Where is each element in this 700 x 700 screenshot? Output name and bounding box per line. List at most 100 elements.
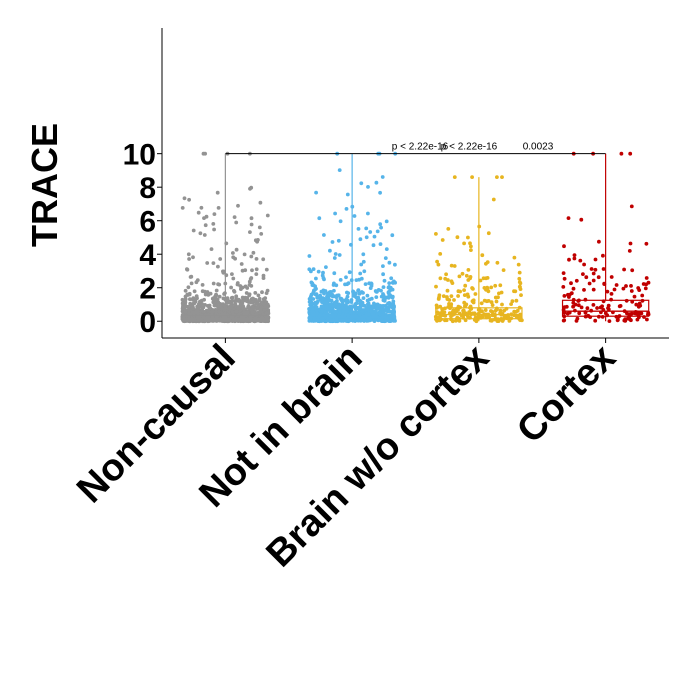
data-point bbox=[361, 296, 366, 300]
data-point bbox=[562, 276, 567, 281]
data-point bbox=[186, 285, 191, 290]
data-point bbox=[587, 281, 592, 286]
data-point bbox=[235, 314, 240, 318]
data-point bbox=[381, 285, 386, 289]
data-point bbox=[361, 291, 365, 295]
data-point bbox=[187, 308, 191, 313]
data-point bbox=[562, 294, 567, 298]
jitter-points bbox=[180, 151, 651, 324]
data-point bbox=[579, 305, 584, 310]
data-point bbox=[628, 151, 633, 156]
data-point bbox=[364, 226, 369, 231]
data-point bbox=[387, 293, 392, 298]
data-point bbox=[240, 295, 245, 300]
data-point bbox=[232, 215, 237, 220]
data-point bbox=[512, 309, 517, 314]
box-non-causal bbox=[181, 153, 270, 322]
data-point bbox=[261, 257, 266, 262]
data-point bbox=[582, 288, 586, 292]
data-point bbox=[593, 267, 598, 272]
data-point bbox=[344, 298, 348, 303]
data-point bbox=[353, 307, 358, 311]
data-point bbox=[438, 252, 443, 256]
data-point bbox=[470, 175, 474, 180]
data-point bbox=[196, 210, 201, 215]
data-point bbox=[444, 272, 448, 277]
data-point bbox=[595, 306, 599, 310]
data-point bbox=[234, 294, 239, 299]
data-point bbox=[354, 301, 359, 306]
data-point bbox=[359, 262, 364, 267]
data-point bbox=[192, 289, 197, 294]
data-point bbox=[227, 306, 232, 311]
data-point bbox=[446, 227, 451, 231]
data-point bbox=[229, 285, 234, 290]
data-point bbox=[180, 297, 185, 302]
data-point bbox=[384, 247, 389, 252]
data-point bbox=[379, 225, 383, 230]
p-value-label: p < 2.22e-16 bbox=[441, 142, 498, 153]
data-point bbox=[195, 310, 200, 315]
data-point bbox=[378, 222, 383, 227]
data-point bbox=[374, 295, 379, 299]
data-point bbox=[517, 276, 522, 281]
data-point bbox=[345, 307, 349, 312]
data-point bbox=[345, 294, 350, 299]
data-point bbox=[455, 235, 460, 240]
data-point bbox=[597, 239, 601, 244]
box-iqr bbox=[561, 299, 650, 317]
data-point bbox=[565, 311, 570, 316]
data-point bbox=[328, 304, 333, 308]
data-point bbox=[319, 304, 324, 309]
x-tick-label: Brain w/o cortex bbox=[258, 337, 497, 576]
data-point bbox=[485, 285, 490, 290]
data-point bbox=[331, 309, 336, 314]
data-point bbox=[381, 264, 385, 268]
data-point bbox=[332, 281, 336, 286]
data-point bbox=[183, 297, 188, 302]
data-point bbox=[480, 253, 485, 258]
data-point bbox=[582, 262, 586, 267]
data-point bbox=[640, 293, 645, 298]
data-point bbox=[380, 175, 385, 179]
data-point bbox=[468, 241, 472, 246]
data-point bbox=[239, 287, 243, 291]
data-point bbox=[435, 259, 439, 264]
data-point bbox=[211, 281, 216, 286]
data-point bbox=[489, 300, 494, 305]
data-point bbox=[200, 283, 205, 287]
data-point bbox=[646, 280, 651, 285]
data-point bbox=[307, 254, 312, 258]
data-point bbox=[440, 310, 445, 314]
boxplots bbox=[181, 153, 650, 322]
y-axis-label: TRACE bbox=[24, 123, 65, 247]
data-point bbox=[386, 290, 391, 295]
data-point bbox=[334, 295, 339, 300]
data-point bbox=[363, 282, 368, 286]
data-point bbox=[246, 305, 251, 310]
data-point bbox=[452, 264, 457, 268]
data-point bbox=[486, 299, 491, 303]
data-point bbox=[514, 298, 519, 303]
data-point bbox=[210, 310, 215, 315]
data-point bbox=[338, 278, 343, 282]
data-point bbox=[643, 286, 648, 291]
data-point bbox=[589, 267, 594, 271]
data-point bbox=[212, 227, 217, 232]
data-point bbox=[486, 289, 491, 294]
data-point bbox=[333, 252, 338, 256]
data-point bbox=[320, 308, 325, 313]
data-point bbox=[367, 297, 372, 302]
data-point bbox=[443, 318, 447, 323]
points-not-in-brain bbox=[307, 151, 398, 324]
data-point bbox=[458, 289, 462, 294]
data-point bbox=[265, 213, 270, 218]
data-point bbox=[337, 253, 342, 257]
data-point bbox=[320, 297, 324, 301]
data-point bbox=[313, 302, 318, 307]
data-point bbox=[346, 281, 351, 285]
data-point bbox=[501, 268, 506, 272]
data-point bbox=[232, 289, 237, 294]
data-point bbox=[352, 293, 356, 297]
data-point bbox=[517, 270, 522, 275]
